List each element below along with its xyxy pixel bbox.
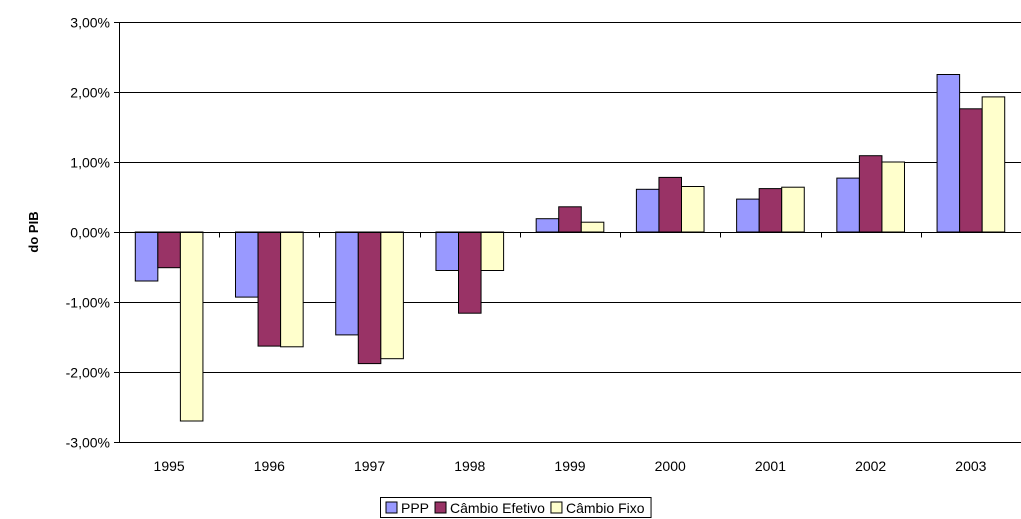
bars: [134, 74, 1006, 422]
bar-ppp-1997: [335, 231, 359, 336]
y-tick-label: 3,00%: [70, 15, 110, 31]
x-tick-label: 1997: [354, 458, 385, 474]
x-tick-label: 1995: [154, 458, 185, 474]
legend-label: Câmbio Fixo: [566, 500, 645, 516]
x-tick-label: 1999: [554, 458, 585, 474]
x-tick-label: 2002: [855, 458, 886, 474]
legend: PPP Câmbio Efetivo Câmbio Fixo: [380, 497, 652, 518]
y-tick-label: 2,00%: [70, 85, 110, 101]
legend-label: PPP: [401, 500, 429, 516]
legend-label: Câmbio Efetivo: [450, 500, 545, 516]
legend-swatch: [385, 501, 398, 514]
bar-ppp-1996: [235, 231, 259, 298]
bar-c-mbio-fixo-2003: [981, 96, 1006, 233]
x-tick-label: 1996: [254, 458, 285, 474]
bar-ppp-1998: [435, 231, 460, 271]
y-tick-labels: 3,00% 2,00% 1,00% 0,00% -1,00% -2,00% -3,00%: [66, 15, 110, 451]
bar-c-mbio-efetivo-1995: [157, 231, 181, 269]
x-tick-label: 2001: [755, 458, 786, 474]
y-tick-label: 1,00%: [70, 155, 110, 171]
bar-c-mbio-efetivo-2000: [658, 176, 682, 233]
bar-c-mbio-fixo-1997: [380, 231, 404, 360]
bar-ppp-2003: [936, 74, 961, 233]
bar-c-mbio-fixo-1999: [580, 221, 605, 233]
y-tick-label: -3,00%: [66, 435, 110, 451]
y-tick-label: 0,00%: [70, 225, 110, 241]
bar-c-mbio-efetivo-1997: [357, 231, 382, 365]
bar-ppp-2002: [836, 177, 860, 233]
x-tick-label: 2000: [655, 458, 686, 474]
x-tick-labels: 1995 1996 1997 1998 1999 2000 2001 2002 2003: [154, 458, 987, 474]
bar-c-mbio-efetivo-2001: [758, 188, 783, 233]
legend-swatch: [550, 501, 563, 514]
bar-ppp-2001: [736, 198, 760, 233]
bar-c-mbio-efetivo-1996: [257, 231, 282, 347]
y-tick-label: -1,00%: [66, 295, 110, 311]
bar-ppp-2000: [635, 188, 660, 233]
bar-c-mbio-efetivo-2002: [858, 155, 883, 233]
bar-c-mbio-fixo-1995: [179, 231, 204, 422]
legend-box: [380, 497, 652, 518]
bar-c-mbio-efetivo-1998: [458, 231, 482, 314]
x-tick-label: 2003: [955, 458, 986, 474]
bar-ppp-1995: [134, 231, 159, 282]
bar-c-mbio-fixo-1996: [280, 231, 304, 348]
bar-c-mbio-fixo-2000: [680, 186, 705, 233]
bar-c-mbio-fixo-2001: [781, 186, 805, 233]
y-axis-title: do PIB: [26, 211, 41, 252]
x-tick-label: 1998: [454, 458, 485, 474]
legend-swatch: [434, 501, 447, 514]
bar-c-mbio-efetivo-2003: [959, 108, 983, 233]
bar-ppp-1999: [535, 218, 560, 233]
y-tick-label: -2,00%: [66, 365, 110, 381]
bar-c-mbio-fixo-2002: [881, 161, 905, 233]
bar-c-mbio-efetivo-1999: [558, 206, 582, 233]
bar-c-mbio-fixo-1998: [480, 231, 505, 271]
legend-items: PPP Câmbio Efetivo Câmbio Fixo: [385, 500, 645, 516]
axes: [114, 22, 1021, 443]
